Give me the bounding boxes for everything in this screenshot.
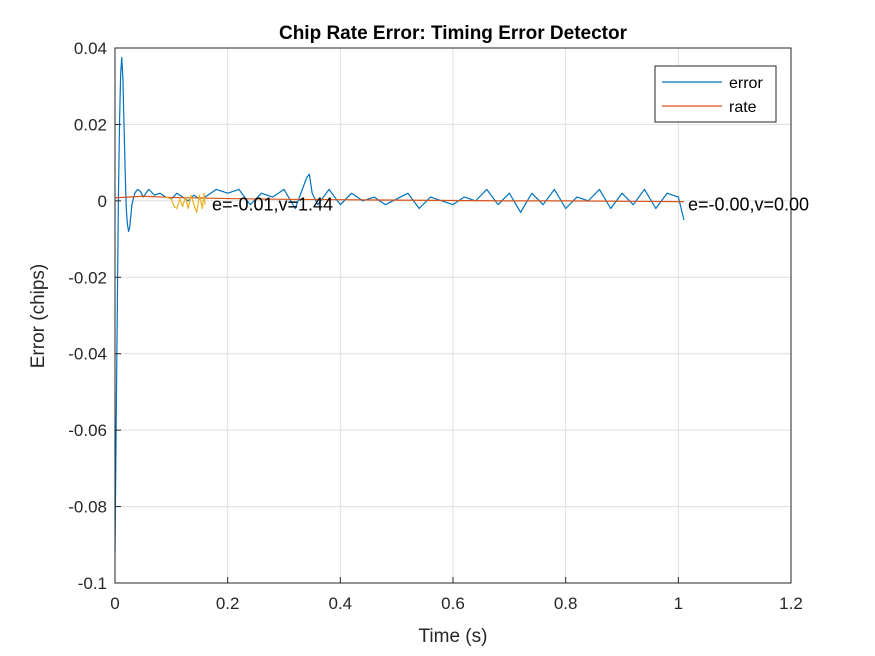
x-tick-label: 0	[110, 594, 119, 613]
y-tick-label: -0.1	[78, 574, 107, 593]
legend-label-error: error	[729, 75, 763, 92]
series-line-2	[165, 192, 206, 213]
y-axis-label: Error (chips)	[28, 264, 49, 369]
legend-box	[654, 65, 777, 123]
annotation-label: e=-0.00,v=0.00	[688, 195, 809, 215]
y-tick-label: -0.06	[68, 421, 107, 440]
annotations-layer: e=-0.01,v=1.44 e=-0.00,v=0.00	[212, 195, 809, 215]
x-tick-label: 0.6	[441, 594, 465, 613]
y-tick-label: -0.08	[68, 498, 107, 517]
annotation-label: e=-0.01,v=1.44	[212, 195, 333, 215]
x-tick-label: 1	[674, 594, 683, 613]
x-axis-label: Time (s)	[419, 626, 488, 647]
y-tick-label: 0.02	[74, 115, 107, 134]
axis-ticks: 0 0.2 0.4 0.6 0.8 1 1.2 -0.1 -0.08 -0.06 -0.04 -0.0…	[68, 39, 803, 613]
series-line-rate	[114, 195, 684, 203]
y-tick-label: -0.02	[68, 268, 107, 287]
x-tick-label: 0.2	[216, 594, 240, 613]
chart-title: Chip Rate Error: Timing Error Detector	[279, 23, 628, 44]
x-tick-label: 0.4	[329, 594, 353, 613]
y-tick-label: -0.04	[68, 345, 107, 364]
series-layer	[114, 56, 685, 553]
y-tick-label: 0.04	[74, 39, 107, 58]
y-tick-label: 0	[98, 192, 107, 211]
x-tick-label: 1.2	[779, 594, 803, 613]
legend: error rate	[654, 65, 777, 123]
x-tick-label: 0.8	[554, 594, 578, 613]
series-line-error	[114, 56, 685, 553]
legend-label-rate: rate	[729, 99, 757, 116]
